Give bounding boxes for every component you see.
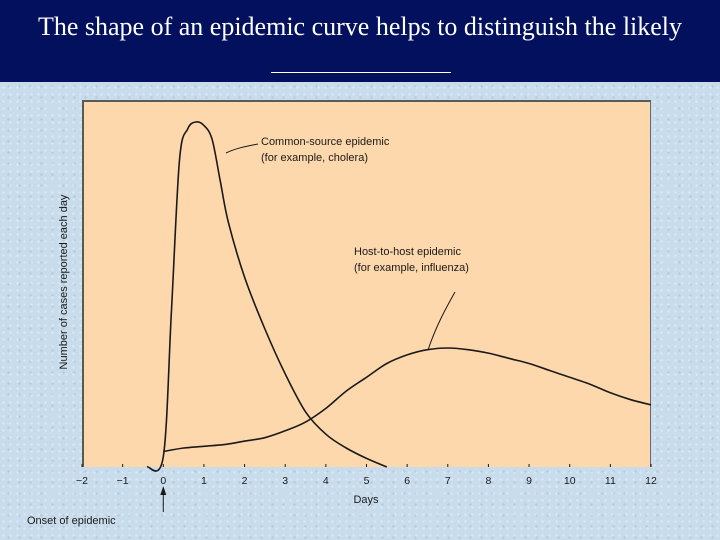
x-tick-label: −2: [76, 475, 88, 487]
series-host-to-host-label: Host-to-host epidemic: [354, 246, 461, 258]
x-tick-label: 4: [323, 475, 329, 487]
onset-label: Onset of epidemic: [27, 515, 116, 527]
x-axis-label: Days: [353, 494, 379, 506]
x-tick-label: 6: [404, 475, 410, 487]
x-tick-label: 0: [160, 475, 166, 487]
host-to-host-leader-line: [427, 291, 456, 351]
series-host-to-host-example: (for example, influenza): [354, 262, 469, 274]
series-common-source-example: (for example, cholera): [261, 152, 368, 164]
x-axis: −2 −1 0 1 2 3 4 5 6 7 8 9 10 11 12: [76, 464, 657, 512]
x-tick-label: 11: [605, 475, 616, 487]
title-bar: [0, 0, 720, 82]
x-tick-label: 5: [364, 475, 370, 487]
series-host-to-host-curve: [163, 347, 652, 453]
x-tick-label: 3: [282, 475, 288, 487]
x-tick-label: 1: [201, 475, 207, 487]
y-axis-label: Number of cases reported each day: [58, 194, 70, 369]
common-source-leader-line: [225, 143, 259, 154]
x-tick-label: 8: [486, 475, 492, 487]
x-tick-label: 7: [445, 475, 451, 487]
series-common-source-label: Common-source epidemic: [261, 136, 390, 148]
x-tick-label: 2: [242, 475, 248, 487]
onset-arrow-head: [160, 486, 167, 495]
x-tick-label: 12: [645, 475, 657, 487]
slide-title: The shape of an epidemic curve helps to …: [37, 12, 683, 41]
curve-layer: [146, 121, 652, 472]
chart-plot-area: [82, 100, 651, 467]
series-common-source-curve: [146, 121, 388, 472]
annotation-layer: Common-source epidemic (for example, chol…: [225, 136, 469, 351]
title-blank-underline: [271, 72, 451, 73]
x-tick-label: −1: [117, 475, 129, 487]
x-tick-label: 9: [526, 475, 532, 487]
x-tick-label: 10: [564, 475, 576, 487]
